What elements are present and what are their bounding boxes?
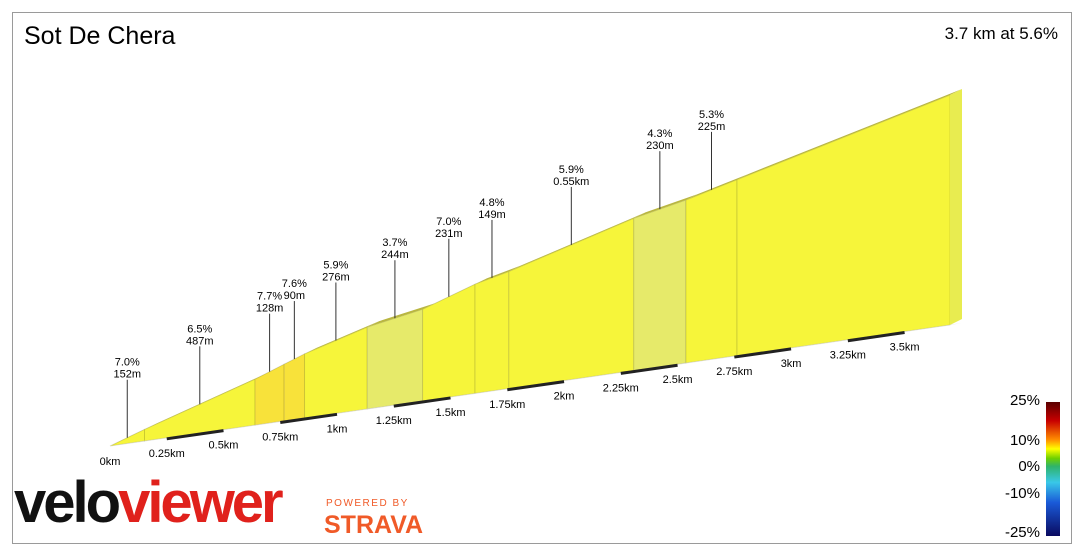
km-scale-dash: [620, 363, 678, 375]
segment-length-label: 128m: [256, 303, 284, 315]
segment-grade-label: 5.9%: [323, 259, 348, 271]
segment-grade-label: 4.8%: [479, 197, 504, 209]
segment-length-label: 244m: [381, 249, 409, 261]
segment-grade-label: 6.5%: [187, 323, 212, 335]
segment-length-label: 231m: [435, 228, 463, 240]
x-tick-label: 1.25km: [376, 415, 412, 427]
profile-top-edge: [685, 173, 750, 201]
km-scale-dash: [847, 331, 905, 343]
strava-logo: STRAVA: [324, 511, 424, 539]
x-tick-label: 3.5km: [890, 342, 920, 354]
profile-segment: [304, 326, 368, 419]
x-tick-label: 1.75km: [489, 399, 525, 411]
legend-label-low: -10%: [1004, 485, 1040, 502]
segment-grade-label: 7.7%: [257, 291, 282, 303]
segment-grade-label: 7.0%: [436, 216, 461, 228]
veloviewer-logo: veloviewer: [14, 470, 284, 535]
segment-length-label: 149m: [478, 209, 506, 221]
segment-grade-label: 7.0%: [115, 357, 140, 369]
profile-top-edge: [110, 423, 157, 446]
profile-top-edge: [475, 265, 521, 285]
profile-top-edge: [255, 358, 297, 380]
segment-length-label: 90m: [284, 290, 305, 302]
x-tick-label: 0.5km: [209, 440, 239, 452]
profile-top-edge: [737, 89, 962, 180]
x-tick-label: 2.75km: [716, 366, 752, 378]
powered-by-text: POWERED BY: [326, 498, 409, 509]
profile-end-cap: [950, 89, 962, 325]
segment-grade-label: 7.6%: [282, 278, 307, 290]
km-scale-dash: [166, 429, 224, 441]
segment-grade-label: 3.7%: [382, 237, 407, 249]
profile-top-edge: [633, 194, 698, 219]
segment-length-label: 0.55km: [553, 176, 589, 188]
x-tick-label: 1km: [327, 423, 348, 435]
segment-length-label: 225m: [698, 121, 726, 133]
x-tick-label: 1.5km: [436, 407, 466, 419]
profile-segment: [633, 199, 687, 372]
x-tick-label: 3km: [781, 358, 802, 370]
page-title: Sot De Chera: [24, 22, 176, 50]
x-tick-label: 2.25km: [603, 382, 639, 394]
x-tick-label: 3.25km: [830, 350, 866, 362]
segment-grade-label: 4.3%: [647, 128, 672, 140]
profile-segment: [254, 363, 285, 426]
segment-length-label: 230m: [646, 140, 674, 152]
profile-segment: [736, 94, 951, 357]
profile-top-edge: [422, 278, 488, 310]
profile-top-edge: [508, 212, 646, 272]
profile-segment: [474, 270, 510, 394]
x-tick-label: 0.25km: [149, 448, 185, 460]
x-tick-label: 0.75km: [262, 431, 298, 443]
x-tick-label: 0km: [100, 456, 121, 468]
x-tick-label: 2.5km: [663, 374, 693, 386]
km-scale-dash: [393, 396, 451, 408]
profile-segment: [685, 178, 738, 364]
climb-summary: 3.7 km at 5.6%: [944, 24, 1058, 43]
profile-segment: [422, 283, 476, 402]
profile-segment: [283, 353, 306, 422]
km-scale-dash: [734, 347, 792, 359]
profile-top-edge: [304, 321, 380, 354]
segment-grade-label: 5.9%: [559, 164, 584, 176]
x-tick-label: 2km: [554, 391, 575, 403]
legend-label-zero: 0%: [1018, 458, 1040, 475]
legend-label-max: 25%: [1009, 392, 1040, 409]
km-scale-dash: [507, 380, 565, 392]
grade-color-scale: [1046, 402, 1060, 536]
segment-length-label: 487m: [186, 335, 214, 347]
segment-length-label: 276m: [322, 271, 350, 283]
legend-label-high: 10%: [1009, 432, 1040, 449]
profile-top-edge: [367, 303, 435, 328]
legend-label-min: -25%: [1004, 524, 1040, 541]
segment-grade-label: 5.3%: [699, 109, 724, 121]
segment-length-label: 152m: [113, 369, 141, 381]
profile-top-edge: [144, 373, 268, 430]
km-scale-dash: [280, 412, 338, 424]
